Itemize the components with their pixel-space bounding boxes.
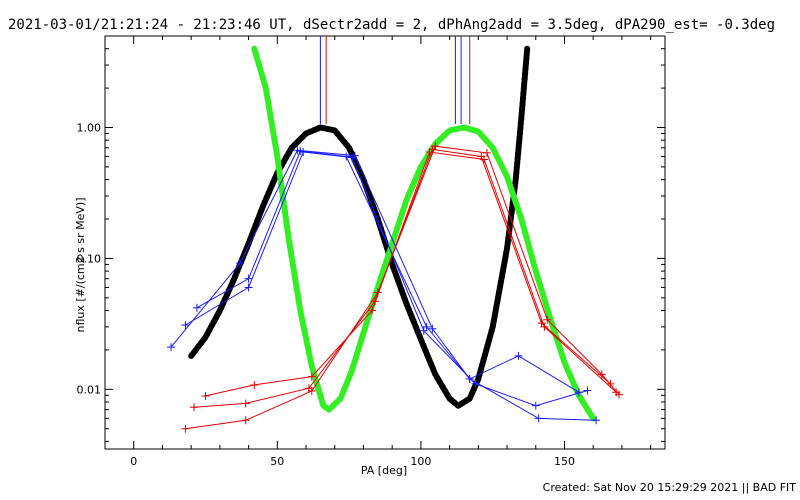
data-point: [465, 374, 474, 383]
plot-frame: [104, 35, 666, 450]
data-point: [531, 401, 540, 410]
series-line: [193, 148, 611, 408]
data-point: [422, 322, 431, 331]
series-line: [196, 150, 597, 421]
data-point: [307, 372, 316, 381]
data-point: [241, 399, 250, 408]
y-tick-label: 0.01: [77, 383, 102, 396]
data-point: [543, 315, 552, 324]
data-point: [534, 414, 543, 423]
data-point: [304, 384, 313, 393]
data-point: [428, 324, 437, 333]
data-point: [482, 148, 491, 157]
data-point: [244, 274, 253, 283]
y-axis-label: nflux [#/(cm2 s sr MeV)]: [74, 198, 87, 333]
data-point: [296, 147, 305, 156]
data-point: [181, 320, 190, 329]
data-point: [592, 416, 601, 425]
fit-curves: [188, 45, 597, 422]
data-point: [583, 386, 592, 395]
data-point: [425, 147, 434, 156]
x-axis-label: PA [deg]: [361, 464, 407, 477]
x-tick-label: 150: [554, 455, 575, 468]
y-tick-label: 0.10: [77, 252, 102, 265]
chart-title: 2021-03-01/21:21:24 - 21:23:46 UT, dSect…: [8, 17, 776, 33]
plot-border: [104, 35, 666, 450]
data-point: [167, 343, 176, 352]
data-point: [347, 153, 356, 162]
data-point: [190, 403, 199, 412]
data-point: [342, 152, 351, 161]
x-tick-label: 50: [270, 455, 284, 468]
data-series: [167, 142, 624, 433]
peak-markers: [319, 36, 471, 124]
series-line: [205, 151, 617, 397]
x-tick-label: 0: [130, 455, 137, 468]
axis-ticks: 0 50 100 150 0.01 0.10 1.00: [77, 35, 665, 468]
series-line: [170, 149, 580, 393]
data-point: [480, 155, 489, 164]
data-point: [244, 283, 253, 292]
data-point: [250, 380, 259, 389]
data-point: [181, 424, 190, 433]
data-point: [540, 322, 549, 331]
data-point: [201, 391, 210, 400]
footer-created-status: Created: Sat Nov 20 15:29:29 2021 || BAD…: [542, 481, 796, 494]
x-tick-label: 100: [410, 455, 431, 468]
data-point: [514, 351, 523, 360]
data-point: [612, 388, 621, 397]
data-point: [368, 306, 377, 315]
data-point: [192, 303, 201, 312]
fit-curve: [251, 45, 597, 422]
y-tick-label: 1.00: [77, 122, 102, 135]
data-point: [235, 259, 244, 268]
data-point: [241, 416, 250, 425]
